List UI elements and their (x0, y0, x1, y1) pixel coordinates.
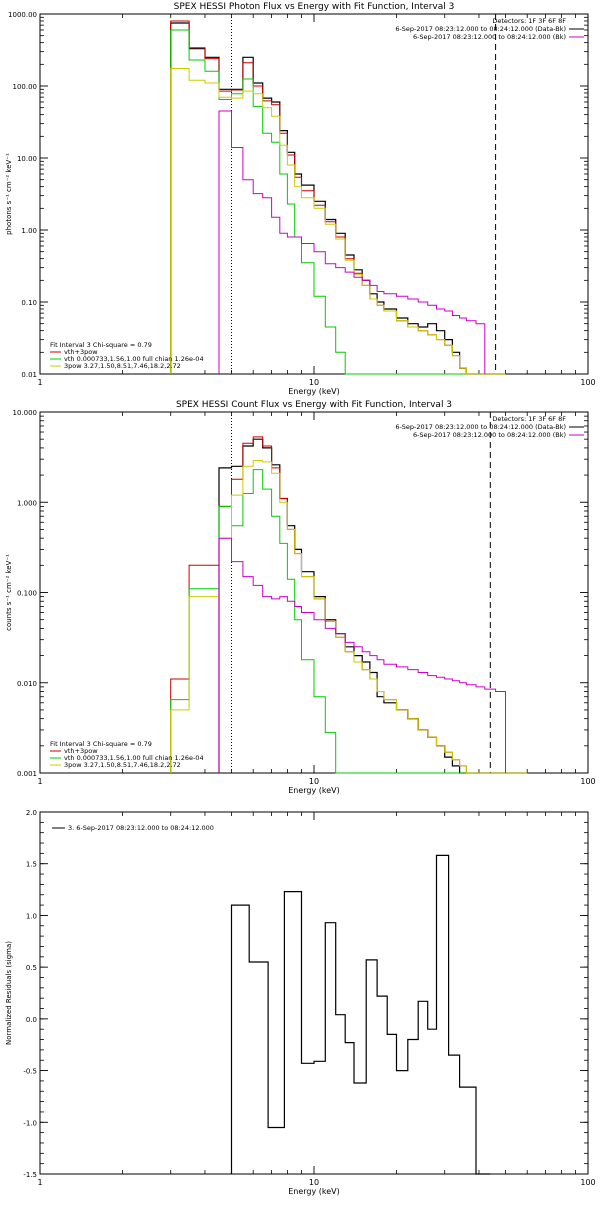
legend-left-entry: Fit Interval 3 Chi-square = 0.79 (50, 341, 152, 349)
y-tick-label: 0.5 (26, 964, 37, 972)
y-tick-label: 0.01 (21, 371, 37, 379)
series-line-3 (170, 29, 506, 375)
chart-title: SPEX HESSI Photon Flux vs Energy with Fi… (174, 2, 455, 12)
x-axis-label: Energy (keV) (288, 786, 340, 795)
legend-right-entry: Detectors: 1F 3F 6F 8F (492, 415, 566, 423)
x-axis-label: Energy (keV) (288, 387, 340, 396)
y-axis-label: counts s⁻¹ cm⁻² keV⁻¹ (5, 554, 13, 631)
legend-right-entry: 6-Sep-2017 08:23:12.000 to 08:24:12.000 … (395, 423, 566, 431)
legend-left-entry: Fit Interval 3 Chi-square = 0.79 (50, 740, 152, 748)
y-tick-label: 0.010 (17, 680, 37, 688)
legend-left-entry: vth 0.000733,1.56,1.00 full chian 1.26e-… (64, 754, 204, 762)
y-tick-label: 0.001 (17, 770, 37, 778)
y-axis-label: photons s⁻¹ cm⁻² keV⁻¹ (5, 153, 13, 235)
x-tick-label: 100 (580, 1178, 595, 1187)
legend-right-entry: Detectors: 1F 3F 6F 8F (492, 17, 566, 25)
y-tick-label: 0.10 (21, 299, 37, 307)
y-tick-label: 1.0 (26, 912, 37, 920)
x-tick-label: 100 (580, 378, 595, 387)
legend-right-entry: 6-Sep-2017 08:23:12.000 to 08:24:12.000 … (413, 33, 566, 41)
y-tick-label: 0.0 (26, 1016, 37, 1024)
y-tick-label: -1.5 (23, 1171, 37, 1179)
chart-panel-2: SPEX HESSI Count Flux vs Energy with Fit… (5, 400, 596, 795)
y-tick-label: 10.00 (17, 155, 37, 163)
legend-right-entry: 6-Sep-2017 08:23:12.000 to 08:24:12.000 … (395, 25, 566, 33)
y-tick-label: 10.000 (13, 409, 38, 417)
y-tick-label: 1.000 (17, 499, 37, 507)
y-tick-label: 0.100 (17, 590, 37, 598)
y-tick-label: 2.0 (26, 809, 37, 817)
legend-left-entry: 3pow 3.27,1.50,8.51,7.46,18.2,2.72 (64, 761, 181, 769)
chart-panel-1: SPEX HESSI Photon Flux vs Energy with Fi… (5, 2, 596, 396)
series-line-1 (170, 22, 506, 375)
y-tick-label: 1.5 (26, 861, 37, 869)
series-line-3 (170, 469, 528, 774)
legend-right-entry: 6-Sep-2017 08:23:12.000 to 08:24:12.000 … (413, 431, 566, 439)
y-tick-label: 100.00 (13, 83, 38, 91)
chart-title: SPEX HESSI Count Flux vs Energy with Fit… (176, 400, 452, 410)
series-line-1 (230, 854, 491, 1175)
legend-left-entry: vth+3pow (64, 747, 98, 755)
y-tick-label: -1.0 (23, 1119, 37, 1127)
y-tick-label: 1.00 (21, 227, 37, 235)
x-tick-label: 10 (309, 378, 319, 387)
legend-left-entry: vth 0.000733,1.56,1.00 full chian 1.26e-… (64, 355, 204, 363)
x-tick-label: 1 (37, 378, 42, 387)
series-line-5 (218, 537, 506, 773)
chart-panel-3: 1 10 100 Energy (keV) -1.5 -1.0 -0.5 0.0 0.5 1.0 1… (5, 809, 596, 1196)
plot-frame (39, 811, 589, 1175)
series-line-2 (170, 436, 528, 774)
y-tick-label: -0.5 (23, 1068, 37, 1076)
series-line-4 (170, 68, 506, 375)
y-tick-label: 1000.00 (8, 11, 37, 19)
legend-left-entry: vth+3pow (64, 348, 98, 356)
series-line-2 (170, 20, 506, 375)
legend-left-entry: 3pow 3.27,1.50,8.51,7.46,18.2,2.72 (64, 362, 181, 370)
legend-top-left-entry: 3. 6-Sep-2017 08:23:12.000 to 08:24:12.0… (68, 824, 214, 832)
y-axis-label: Normalized Residuals (sigma) (5, 941, 13, 1045)
series-line-5 (218, 110, 486, 374)
x-tick-label: 1 (37, 777, 42, 786)
x-tick-label: 1 (37, 1178, 42, 1187)
x-axis-label: Energy (keV) (288, 1187, 340, 1196)
x-tick-label: 100 (580, 777, 595, 786)
x-tick-label: 10 (309, 1178, 319, 1187)
series-line-4 (170, 460, 528, 774)
x-tick-label: 10 (309, 777, 319, 786)
